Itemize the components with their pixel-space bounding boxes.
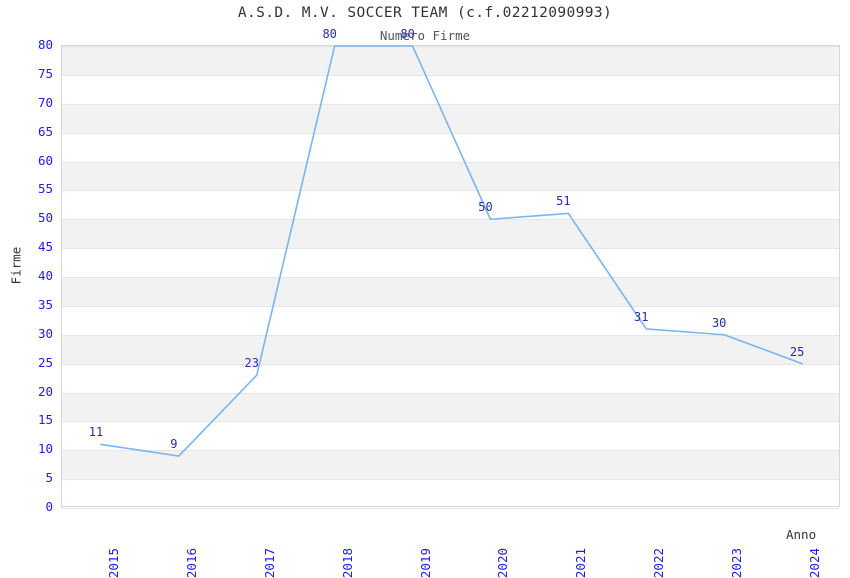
x-axis-tick-label: 2020	[495, 548, 511, 578]
gridline	[62, 104, 839, 105]
grid-band	[62, 450, 839, 480]
x-axis-tick-label: 2023	[729, 548, 745, 578]
chart-title: A.S.D. M.V. SOCCER TEAM (c.f.02212090993…	[237, 5, 613, 21]
y-axis-tick-label: 15	[37, 412, 53, 428]
alternating-grid-bands	[62, 46, 839, 506]
y-axis-tick-labels: 0 5 10 15 20 25 30 35 40 45 50 55 60 65 70 75 80	[8, 37, 53, 514]
y-axis-tick-label: 40	[37, 268, 53, 283]
grid-band	[62, 392, 839, 422]
chart-container: A.S.D. M.V. SOCCER TEAM (c.f.02212090993…	[0, 5, 850, 578]
y-axis-tick-label: 70	[37, 94, 53, 110]
gridline	[62, 190, 839, 191]
gridline	[62, 75, 839, 76]
horizontal-gridlines	[62, 46, 839, 509]
y-axis-title: Firme	[8, 246, 24, 285]
y-axis-tick-label: 60	[37, 152, 53, 168]
x-axis-tick-label: 2022	[651, 548, 667, 578]
x-axis-tick-label: 2017	[261, 548, 277, 578]
y-axis-tick-label: 25	[37, 354, 53, 370]
y-axis-tick-label: 50	[37, 210, 53, 226]
gridline	[62, 364, 839, 365]
x-axis-title: Anno	[786, 527, 817, 542]
y-axis-tick-label: 5	[45, 470, 53, 486]
gridline	[62, 162, 839, 163]
line-series-svg	[100, 45, 803, 457]
gridline	[62, 133, 839, 134]
gridline	[62, 479, 839, 480]
gridline	[62, 219, 839, 220]
x-axis-tick-label: 2018	[339, 548, 355, 578]
grid-band	[62, 334, 839, 364]
gridline	[62, 421, 839, 422]
gridline	[62, 277, 839, 278]
x-axis-tick-labels: 2015 2016 2017 2018 2019 2020 2021 2022 2023 2024	[0, 510, 850, 578]
gridline	[62, 335, 839, 336]
x-axis-tick-label: 2016	[183, 548, 199, 578]
grid-band	[62, 219, 839, 249]
plot-area	[61, 45, 840, 509]
series-layer	[62, 45, 839, 506]
y-axis-tick-label: 55	[37, 181, 53, 197]
y-axis-tick-label: 0	[45, 499, 53, 514]
y-axis-tick-label: 30	[37, 325, 53, 341]
x-axis-tick-label: 2015	[105, 548, 121, 578]
gridline	[62, 46, 839, 47]
y-axis-tick-label: 10	[37, 441, 53, 457]
chart-subtitle: Numero Firme	[379, 28, 471, 43]
series-line	[100, 45, 803, 457]
y-axis-tick-label: 75	[37, 65, 53, 81]
x-axis-tick-label: 2021	[573, 548, 589, 578]
grid-band	[62, 161, 839, 191]
y-axis-tick-label: 45	[37, 239, 53, 255]
gridline	[62, 393, 839, 394]
gridline	[62, 248, 839, 249]
gridline	[62, 306, 839, 307]
x-axis-tick-label: 2019	[417, 548, 433, 578]
grid-band	[62, 103, 839, 133]
y-axis-tick-label: 20	[37, 383, 53, 399]
grid-band	[62, 46, 839, 75]
gridline	[62, 508, 839, 509]
x-axis-tick-label: 2024	[807, 548, 823, 578]
gridline	[62, 450, 839, 451]
y-axis-tick-label: 65	[37, 123, 53, 139]
grid-band	[62, 277, 839, 306]
y-axis-tick-label: 35	[37, 296, 53, 312]
y-axis-tick-label: 80	[37, 37, 53, 52]
